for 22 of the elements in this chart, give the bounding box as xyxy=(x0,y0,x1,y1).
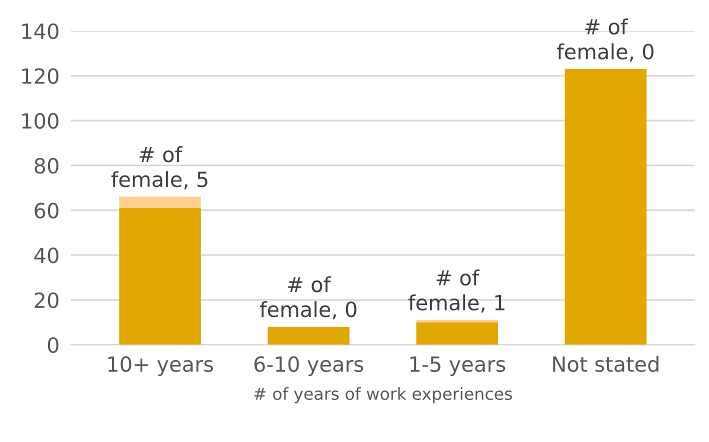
x-tick-label: Not stated xyxy=(553,356,658,372)
y-tick-label: 60 xyxy=(34,202,58,218)
y-tick-label: 0 xyxy=(48,337,58,353)
data-label: # of female, 0 xyxy=(557,18,654,62)
y-tick-label: 100 xyxy=(22,113,58,129)
x-axis-title: # of years of work experiences xyxy=(254,387,512,404)
x-tick-label: 10+ years xyxy=(108,356,213,376)
data-label: # of female, 1 xyxy=(408,269,504,313)
y-tick-label: 120 xyxy=(22,68,58,84)
x-tick-label: 6-10 years xyxy=(254,356,364,376)
bar xyxy=(416,322,498,345)
bar xyxy=(119,208,201,345)
x-tick-label: 1-5 years xyxy=(410,356,506,376)
y-tick-label: 140 xyxy=(22,23,58,40)
bar xyxy=(564,69,647,345)
data-label: # of female, 0 xyxy=(260,276,356,320)
y-tick-label: 20 xyxy=(34,292,58,308)
bar xyxy=(268,326,350,345)
bar xyxy=(119,196,201,208)
data-label: # of female, 5 xyxy=(111,146,208,190)
y-tick-label: 40 xyxy=(34,248,58,264)
y-tick-label: 80 xyxy=(34,158,58,174)
